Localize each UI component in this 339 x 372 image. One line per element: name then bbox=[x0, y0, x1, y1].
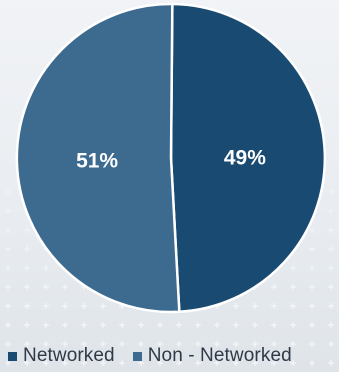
data-label-non-networked: 51% bbox=[76, 150, 118, 173]
data-label-networked: 49% bbox=[224, 146, 266, 169]
legend-swatch-networked bbox=[8, 352, 17, 361]
legend-swatch-non-networked bbox=[133, 352, 142, 361]
legend-item-non-networked: Non - Networked bbox=[133, 345, 292, 367]
legend: Networked Non - Networked bbox=[8, 345, 310, 367]
legend-item-networked: Networked bbox=[8, 345, 115, 367]
legend-label-networked: Networked bbox=[23, 345, 115, 367]
legend-label-non-networked: Non - Networked bbox=[148, 345, 292, 367]
